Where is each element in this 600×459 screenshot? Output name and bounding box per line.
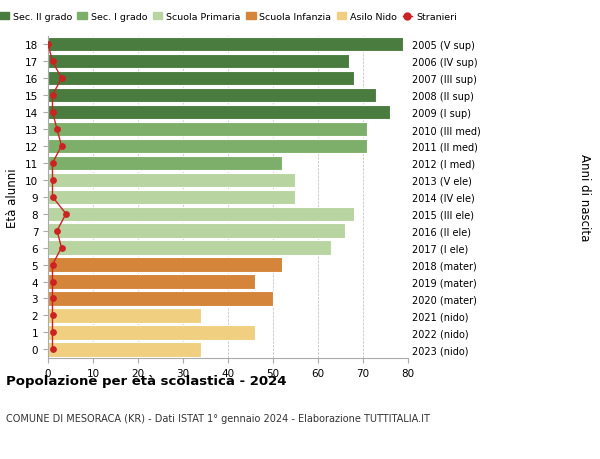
Bar [48,173,295,188]
Text: Popolazione per età scolastica - 2024: Popolazione per età scolastica - 2024 [6,374,287,387]
Bar [48,123,367,137]
Point [48,177,58,184]
Bar [48,258,282,272]
Bar [48,207,354,221]
Bar [48,342,201,357]
Point [48,346,58,353]
Point [48,92,58,100]
Legend: Sec. II grado, Sec. I grado, Scuola Primaria, Scuola Infanzia, Asilo Nido, Stran: Sec. II grado, Sec. I grado, Scuola Prim… [0,9,460,26]
Bar [48,106,390,120]
Text: COMUNE DI MESORACA (KR) - Dati ISTAT 1° gennaio 2024 - Elaborazione TUTTITALIA.I: COMUNE DI MESORACA (KR) - Dati ISTAT 1° … [6,413,430,423]
Bar [48,224,345,238]
Point [61,211,71,218]
Bar [48,275,255,289]
Y-axis label: Età alunni: Età alunni [7,168,19,227]
Bar [48,89,377,103]
Point [52,126,62,134]
Bar [48,38,403,52]
Point [48,312,58,319]
Point [52,228,62,235]
Point [48,194,58,201]
Point [48,329,58,336]
Bar [48,241,331,255]
Point [56,75,67,83]
Bar [48,157,282,171]
Bar [48,72,354,86]
Bar [48,325,255,340]
Bar [48,291,273,306]
Point [48,261,58,269]
Point [48,278,58,285]
Point [48,160,58,167]
Bar [48,308,201,323]
Bar [48,55,349,69]
Point [48,109,58,117]
Bar [48,140,367,154]
Point [56,143,67,150]
Point [48,295,58,302]
Y-axis label: Anni di nascita: Anni di nascita [578,154,591,241]
Bar [48,190,295,205]
Point [48,58,58,66]
Point [43,41,53,49]
Point [56,245,67,252]
